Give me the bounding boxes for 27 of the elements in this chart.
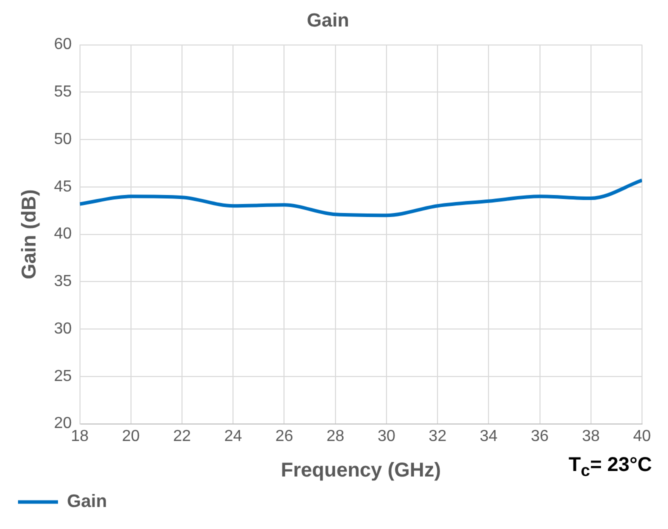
y-tick-label: 40 [54,226,72,243]
x-tick-label: 20 [122,428,140,445]
y-tick-label: 25 [54,368,72,385]
x-tick-label: 34 [480,428,498,445]
x-tick-label: 32 [428,428,447,445]
chart-title: Gain [306,10,350,32]
y-tick-label: 55 [54,84,72,101]
line-series [80,178,642,218]
x-tick-label: 40 [633,428,651,445]
y-tick-label: 60 [54,36,72,54]
x-tick-label: 26 [275,428,294,445]
x-tick-label: 30 [378,428,396,445]
x-axis-title: Frequency (GHz) [280,460,441,482]
x-tick-label: 24 [224,428,242,445]
x-tick-label: 28 [326,428,344,445]
legend-label: Gain [67,490,108,511]
y-tick-label: 45 [54,178,72,196]
y-tick-label: 30 [54,320,72,338]
y-axis-title: Gain (dB) [18,189,41,280]
x-tick-label: 22 [173,428,192,445]
text: T$_{c}$= 23°C [568,454,652,481]
x-tick-label: 18 [70,428,89,445]
y-tick-label: 35 [54,273,72,290]
x-tick-label: 38 [582,428,600,445]
y-tick-label: 20 [54,415,72,432]
y-tick-label: 50 [54,130,72,148]
x-tick-label: 36 [530,428,549,445]
